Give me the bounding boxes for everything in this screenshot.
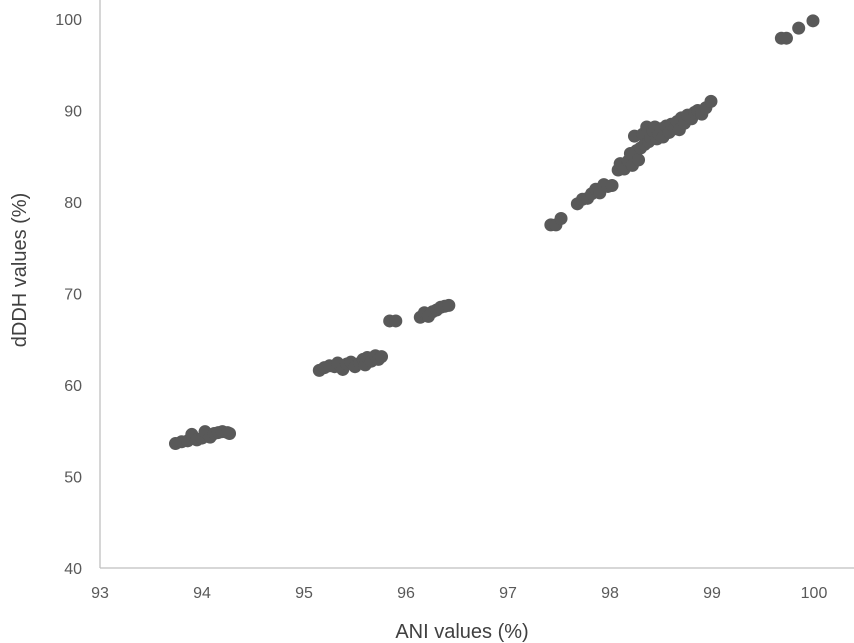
x-tick-label: 100 bbox=[801, 585, 828, 602]
data-point bbox=[375, 350, 389, 364]
y-tick-label: 100 bbox=[55, 12, 82, 29]
x-tick-label: 98 bbox=[601, 585, 619, 602]
data-point bbox=[632, 153, 646, 167]
x-tick-label: 95 bbox=[295, 585, 313, 602]
y-tick-label: 50 bbox=[64, 470, 82, 487]
y-tick-label: 90 bbox=[64, 104, 82, 121]
x-tick-label: 93 bbox=[91, 585, 109, 602]
x-axis-title: ANI values (%) bbox=[395, 621, 528, 643]
x-tick-labels: 93 94 95 96 97 98 99 100 bbox=[91, 585, 827, 602]
y-tick-label: 80 bbox=[64, 195, 82, 212]
x-tick-label: 99 bbox=[703, 585, 721, 602]
data-point bbox=[704, 94, 718, 108]
x-tick-label: 94 bbox=[193, 585, 211, 602]
y-tick-label: 70 bbox=[64, 287, 82, 304]
y-tick-label: 60 bbox=[64, 378, 82, 395]
data-point bbox=[223, 426, 237, 440]
y-axis-title: dDDH values (%) bbox=[9, 193, 31, 347]
x-tick-label: 97 bbox=[499, 585, 517, 602]
data-point bbox=[806, 14, 820, 28]
data-point bbox=[605, 179, 619, 193]
y-tick-label: 40 bbox=[64, 561, 82, 578]
data-point bbox=[554, 211, 568, 225]
data-points bbox=[168, 14, 820, 451]
data-point bbox=[792, 21, 806, 35]
x-tick-label: 96 bbox=[397, 585, 415, 602]
y-tick-labels: 40 50 60 70 80 90 100 bbox=[55, 12, 82, 578]
data-point bbox=[389, 314, 403, 328]
data-point bbox=[779, 31, 793, 45]
data-point bbox=[442, 298, 456, 312]
